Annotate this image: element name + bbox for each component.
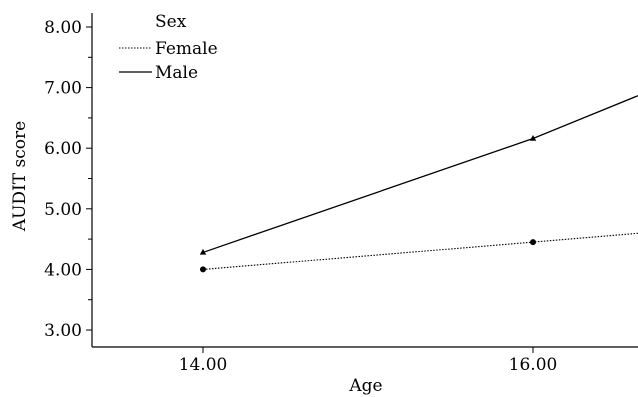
data-point-female <box>200 266 206 273</box>
y-tick-label: 5.00 <box>44 200 82 220</box>
legend: Sex Female Male <box>119 12 218 83</box>
data-point-female <box>530 239 536 246</box>
y-tick-label: 7.00 <box>44 79 82 99</box>
legend-label-male: Male <box>155 63 198 83</box>
x-tick-label: 16.00 <box>509 355 558 375</box>
y-tick-label: 8.00 <box>44 18 82 38</box>
x-axis-label: Age <box>348 376 382 396</box>
y-tick-label: 3.00 <box>44 321 82 341</box>
series-layer <box>199 94 638 273</box>
x-tick-label: 14.00 <box>179 355 228 375</box>
legend-title: Sex <box>155 12 187 32</box>
y-axis-label: AUDIT score <box>10 121 30 232</box>
y-tick-label: 6.00 <box>44 139 82 159</box>
y-tick-label: 4.00 <box>44 260 82 280</box>
series-line-male <box>202 94 638 254</box>
data-point-male <box>529 135 537 141</box>
legend-label-female: Female <box>155 39 218 59</box>
series-line-female <box>202 232 638 270</box>
y-axis-ticks: 3.00 4.00 5.00 6.00 7.00 8.00 <box>44 18 92 341</box>
data-point-male <box>199 248 207 255</box>
